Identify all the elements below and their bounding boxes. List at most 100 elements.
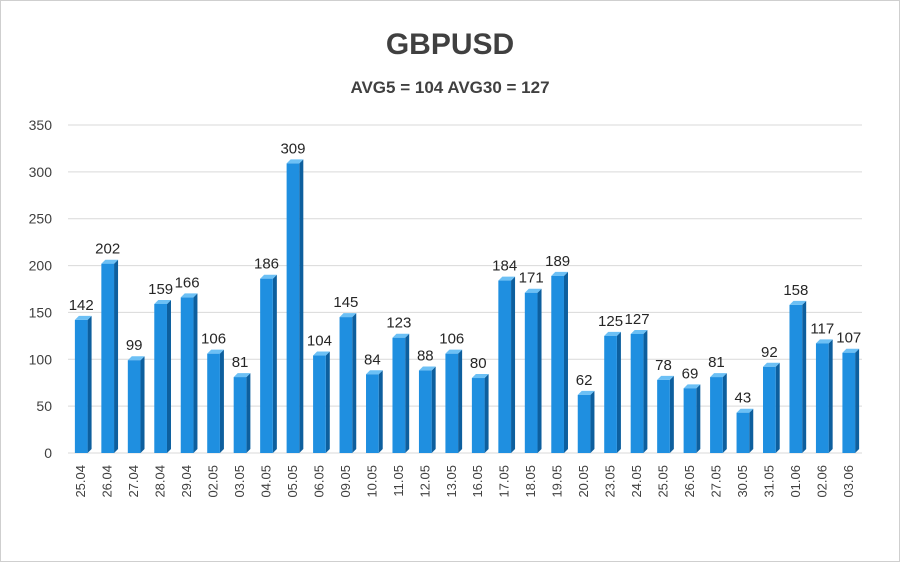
x-tick-label: 19.05 <box>550 465 565 498</box>
bar-front <box>471 378 485 453</box>
bar-side <box>669 375 674 453</box>
x-axis: 25.04 26.04 27.04 28.04 29.04 02.05 03.05 04.05… <box>73 465 856 498</box>
bar-side <box>140 356 145 453</box>
data-label: 84 <box>364 351 381 368</box>
y-tick-label: 300 <box>29 164 53 180</box>
bar-side <box>537 288 542 453</box>
bar-top <box>577 390 595 395</box>
chart-subtitle: AVG5 = 104 AVG30 = 127 <box>350 78 550 97</box>
bar-front <box>286 163 300 453</box>
bar-top <box>339 313 357 318</box>
bar <box>313 351 330 453</box>
y-tick-label: 150 <box>29 304 53 320</box>
bar <box>736 408 754 453</box>
data-label: 189 <box>545 253 570 270</box>
x-tick-label: 24.05 <box>629 465 644 498</box>
bar-top <box>471 374 489 379</box>
bar-top <box>180 293 198 298</box>
bar-side <box>802 300 807 453</box>
x-tick-label: 25.05 <box>656 465 671 498</box>
data-label: 123 <box>386 315 411 332</box>
bar-front <box>683 388 697 453</box>
x-tick-label: 01.06 <box>788 465 803 498</box>
x-tick-label: 18.05 <box>523 465 538 498</box>
data-labels: 142 202 99 159 166 106 81 186 309 104 145 84 123 88 10… <box>69 140 862 406</box>
bar-front <box>577 394 591 453</box>
x-tick-label: 03.05 <box>232 465 247 498</box>
gridlines <box>68 124 862 454</box>
bar-side <box>299 159 304 453</box>
x-tick-label: 16.05 <box>470 465 485 498</box>
bar <box>260 274 277 453</box>
bar <box>74 315 92 453</box>
bar-front <box>260 278 273 453</box>
bar-top <box>683 384 701 389</box>
data-label: 127 <box>625 311 650 328</box>
bar-top <box>842 348 860 353</box>
bar <box>233 373 251 453</box>
bar-top <box>498 276 516 281</box>
bar-front <box>207 353 220 453</box>
bar-front <box>842 352 856 453</box>
bar <box>339 313 357 453</box>
bar <box>551 271 568 453</box>
bar-side <box>511 276 516 453</box>
bar <box>101 259 119 453</box>
bar <box>471 374 489 453</box>
x-tick-label: 12.05 <box>417 465 432 498</box>
bar-top <box>789 300 807 305</box>
data-label: 159 <box>148 281 173 298</box>
bar-top <box>604 331 621 336</box>
y-tick-label: 200 <box>29 258 53 274</box>
chart-title: GBPUSD <box>385 28 515 61</box>
bar-side <box>272 274 277 453</box>
bar-front <box>101 263 115 453</box>
bar-top <box>815 339 833 344</box>
data-label: 80 <box>470 355 487 372</box>
x-tick-label: 02.05 <box>206 465 221 498</box>
bar-side <box>722 373 727 453</box>
data-label: 81 <box>708 354 725 371</box>
x-tick-label: 03.06 <box>841 465 856 498</box>
bar-top <box>418 366 436 371</box>
bar-side <box>696 384 701 453</box>
y-tick-label: 250 <box>29 211 53 227</box>
bar <box>683 384 701 453</box>
bar-top <box>366 370 383 375</box>
x-tick-label: 09.05 <box>338 465 353 498</box>
bar-front <box>180 297 194 453</box>
data-label: 142 <box>69 297 94 314</box>
x-tick-label: 10.05 <box>364 465 379 498</box>
bar <box>789 300 807 453</box>
bar-side <box>431 366 436 453</box>
bar-side <box>458 349 463 453</box>
bar-side <box>855 348 860 453</box>
data-label: 309 <box>280 140 305 157</box>
bar-side <box>166 299 171 453</box>
bar-front <box>445 353 459 453</box>
bar-front <box>313 355 326 453</box>
bar-front <box>736 412 750 453</box>
bar-side <box>643 329 648 453</box>
bar-top <box>260 274 277 279</box>
bar-side <box>828 339 833 453</box>
x-tick-label: 17.05 <box>497 465 512 498</box>
bar-top <box>630 329 648 334</box>
bar-front <box>74 319 88 453</box>
data-label: 106 <box>439 331 464 348</box>
bar-top <box>551 271 568 276</box>
bars <box>74 159 860 453</box>
bar-front <box>127 360 141 453</box>
bar-top <box>286 159 304 164</box>
data-label: 145 <box>333 294 358 311</box>
data-label: 117 <box>810 320 834 337</box>
bar-front <box>604 335 617 453</box>
bar <box>657 375 674 453</box>
bar <box>842 348 860 453</box>
data-label: 43 <box>735 390 752 407</box>
bar-front <box>710 377 723 453</box>
bar-top <box>736 408 754 413</box>
x-tick-label: 25.04 <box>73 465 88 498</box>
data-label: 125 <box>598 313 623 330</box>
